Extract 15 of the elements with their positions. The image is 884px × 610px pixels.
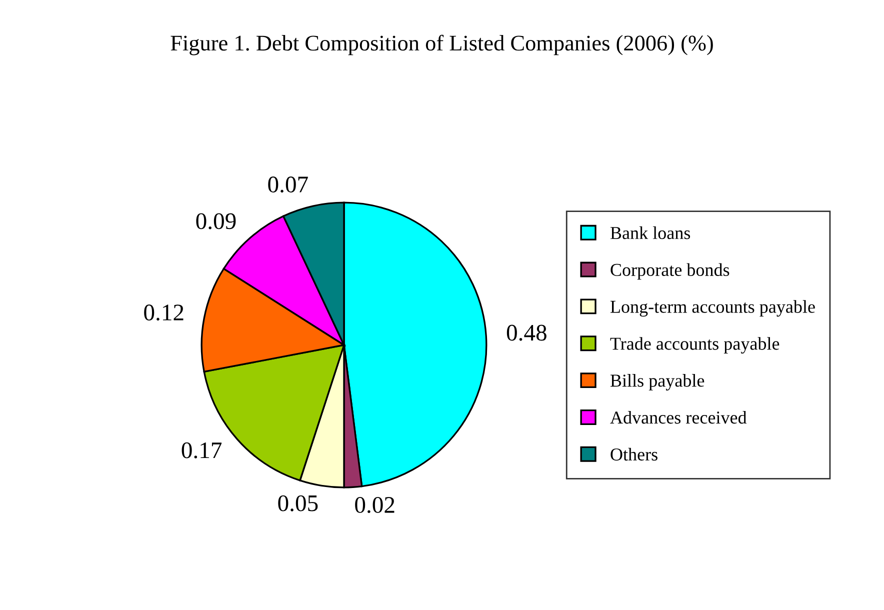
legend-label: Corporate bonds [610, 263, 730, 280]
data-label: 0.12 [144, 304, 184, 321]
chart-title: Figure 1. Debt Composition of Listed Companies (2006) (%) [170, 34, 713, 56]
data-label: 0.17 [182, 442, 222, 458]
legend-label: Long-term accounts payable [610, 300, 815, 317]
data-label: 0.48 [506, 324, 546, 341]
legend-label: Bills payable [610, 374, 704, 390]
data-label: 0.02 [355, 496, 394, 514]
data-label: 0.09 [196, 213, 236, 230]
legend-label: Bank loans [610, 226, 690, 240]
legend-label: Trade accounts payable [610, 337, 780, 354]
data-label: 0.07 [268, 176, 308, 193]
data-label: 0.05 [278, 495, 318, 512]
legend-label: Advances received [610, 410, 747, 424]
legend-label: Others [610, 448, 658, 461]
